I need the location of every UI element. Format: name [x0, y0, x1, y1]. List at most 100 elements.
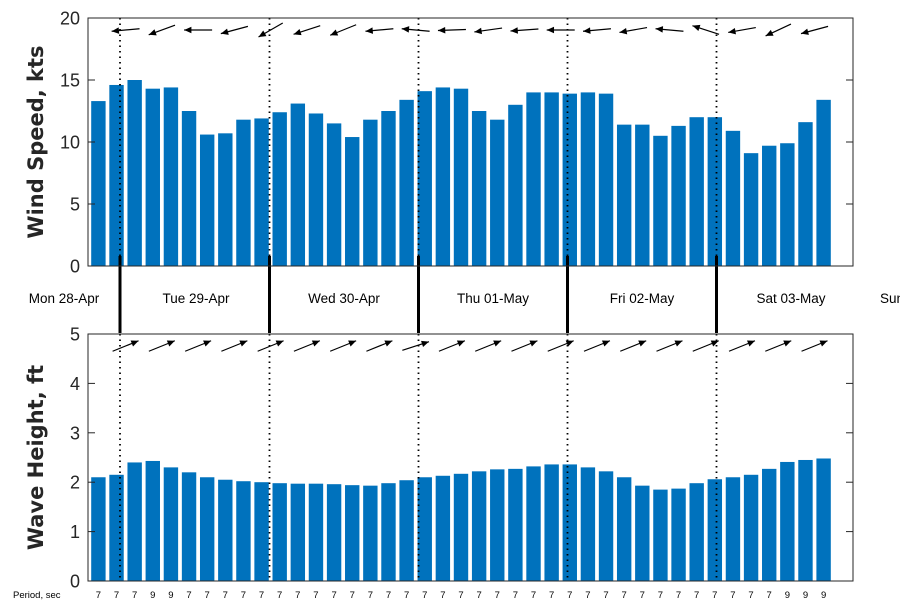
wind-bar — [345, 137, 360, 266]
wind-bar — [635, 124, 650, 266]
wind-y-tick-label: 15 — [60, 71, 80, 91]
wave-bar — [544, 464, 559, 581]
day-label: Wed 30-Apr — [308, 291, 380, 306]
period-value: 7 — [549, 590, 554, 600]
wave-bar — [91, 477, 106, 581]
day-label: Fri 02-May — [610, 291, 675, 306]
period-value: 7 — [114, 590, 119, 600]
period-value: 7 — [585, 590, 590, 600]
period-value: 7 — [386, 590, 391, 600]
wave-bar — [435, 475, 451, 581]
wave-bar — [580, 467, 596, 581]
wave-bar — [381, 483, 396, 581]
wave-direction-arrow — [583, 340, 611, 352]
day-label: Sun — [880, 291, 900, 306]
wind-direction-arrow — [365, 27, 394, 34]
period-value: 7 — [622, 590, 627, 600]
wave-bar — [743, 474, 759, 581]
wave-bar — [598, 471, 614, 581]
period-value: 7 — [368, 590, 373, 600]
wave-y-tick-label: 1 — [70, 522, 80, 542]
period-value: 9 — [785, 590, 790, 600]
period-value: 7 — [277, 590, 282, 600]
wave-y-axis-label: Wave Height, ft — [24, 365, 48, 550]
period-value: 7 — [495, 590, 500, 600]
wave-direction-arrow — [184, 340, 212, 352]
wind-bar — [707, 117, 723, 266]
period-value: 7 — [730, 590, 735, 600]
wave-bar — [453, 473, 469, 581]
wind-direction-arrow — [619, 26, 648, 35]
wave-direction-arrow — [112, 340, 139, 352]
day-label: Sat 03-May — [756, 291, 825, 306]
wave-direction-arrow — [221, 340, 248, 352]
wind-bar — [127, 80, 142, 266]
wind-y-axis-label: Wind Speed, kts — [24, 45, 48, 238]
wind-bar — [109, 84, 124, 267]
wind-direction-arrow — [111, 27, 140, 34]
wind-bar — [526, 92, 541, 267]
wave-bar — [490, 469, 505, 581]
period-value: 7 — [132, 590, 137, 600]
wind-direction-arrow — [148, 24, 176, 36]
wave-bar — [526, 466, 541, 581]
wave-direction-arrow — [329, 340, 357, 352]
period-value: 7 — [186, 590, 191, 600]
wind-bar — [435, 87, 451, 266]
wind-bar — [762, 145, 777, 266]
wave-direction-arrow — [293, 340, 321, 352]
wave-bar — [562, 464, 577, 581]
wind-direction-arrow — [437, 26, 466, 34]
period-value: 7 — [676, 590, 681, 600]
wind-bar — [453, 88, 469, 267]
wind-bar — [145, 88, 160, 267]
wave-bar — [508, 468, 523, 581]
wind-bar — [254, 118, 269, 266]
wind-bar — [181, 111, 197, 266]
period-value: 7 — [241, 590, 246, 600]
wave-direction-arrow — [148, 340, 176, 352]
period-value: 9 — [821, 590, 826, 600]
day-label: Tue 29-Apr — [162, 291, 230, 306]
wind-bar — [399, 99, 414, 266]
wind-direction-arrow — [220, 25, 249, 35]
wave-bar — [417, 477, 432, 581]
wind-bar — [653, 135, 668, 266]
period-value: 7 — [350, 590, 355, 600]
wave-bar — [635, 485, 650, 581]
wind-direction-arrow — [765, 23, 792, 37]
wave-direction-arrow — [801, 340, 828, 352]
wind-bar — [236, 119, 251, 267]
wave-direction-arrow — [620, 340, 647, 352]
wind-bar — [508, 104, 523, 266]
period-value: 7 — [404, 590, 409, 600]
wind-direction-arrow — [401, 26, 430, 33]
wave-bar — [653, 489, 668, 581]
wind-direction-arrow — [258, 22, 284, 38]
wave-y-tick-label: 5 — [70, 325, 80, 345]
wind-y-tick-label: 10 — [60, 133, 80, 153]
period-value: 7 — [712, 590, 717, 600]
wave-bar — [236, 481, 251, 581]
wind-bar — [218, 133, 233, 266]
wave-axes-box — [87, 333, 854, 582]
period-value: 7 — [331, 590, 336, 600]
wind-bar — [381, 111, 396, 266]
wind-direction-arrow — [546, 26, 575, 34]
wave-bar — [163, 467, 179, 581]
wind-bar — [580, 92, 596, 267]
wave-bar — [218, 479, 233, 581]
wave-bar — [272, 483, 287, 581]
wave-bar — [762, 468, 777, 581]
wave-direction-arrow — [547, 340, 574, 352]
period-value: 7 — [313, 590, 318, 600]
wave-bar — [199, 477, 215, 581]
period-value: 7 — [295, 590, 300, 600]
wave-direction-arrow — [765, 340, 792, 352]
wave-direction-arrow — [366, 340, 393, 352]
wave-direction-arrow — [656, 340, 683, 352]
period-value: 7 — [422, 590, 427, 600]
wind-bar — [272, 112, 287, 267]
period-value: 7 — [767, 590, 772, 600]
wind-bar — [471, 111, 487, 266]
